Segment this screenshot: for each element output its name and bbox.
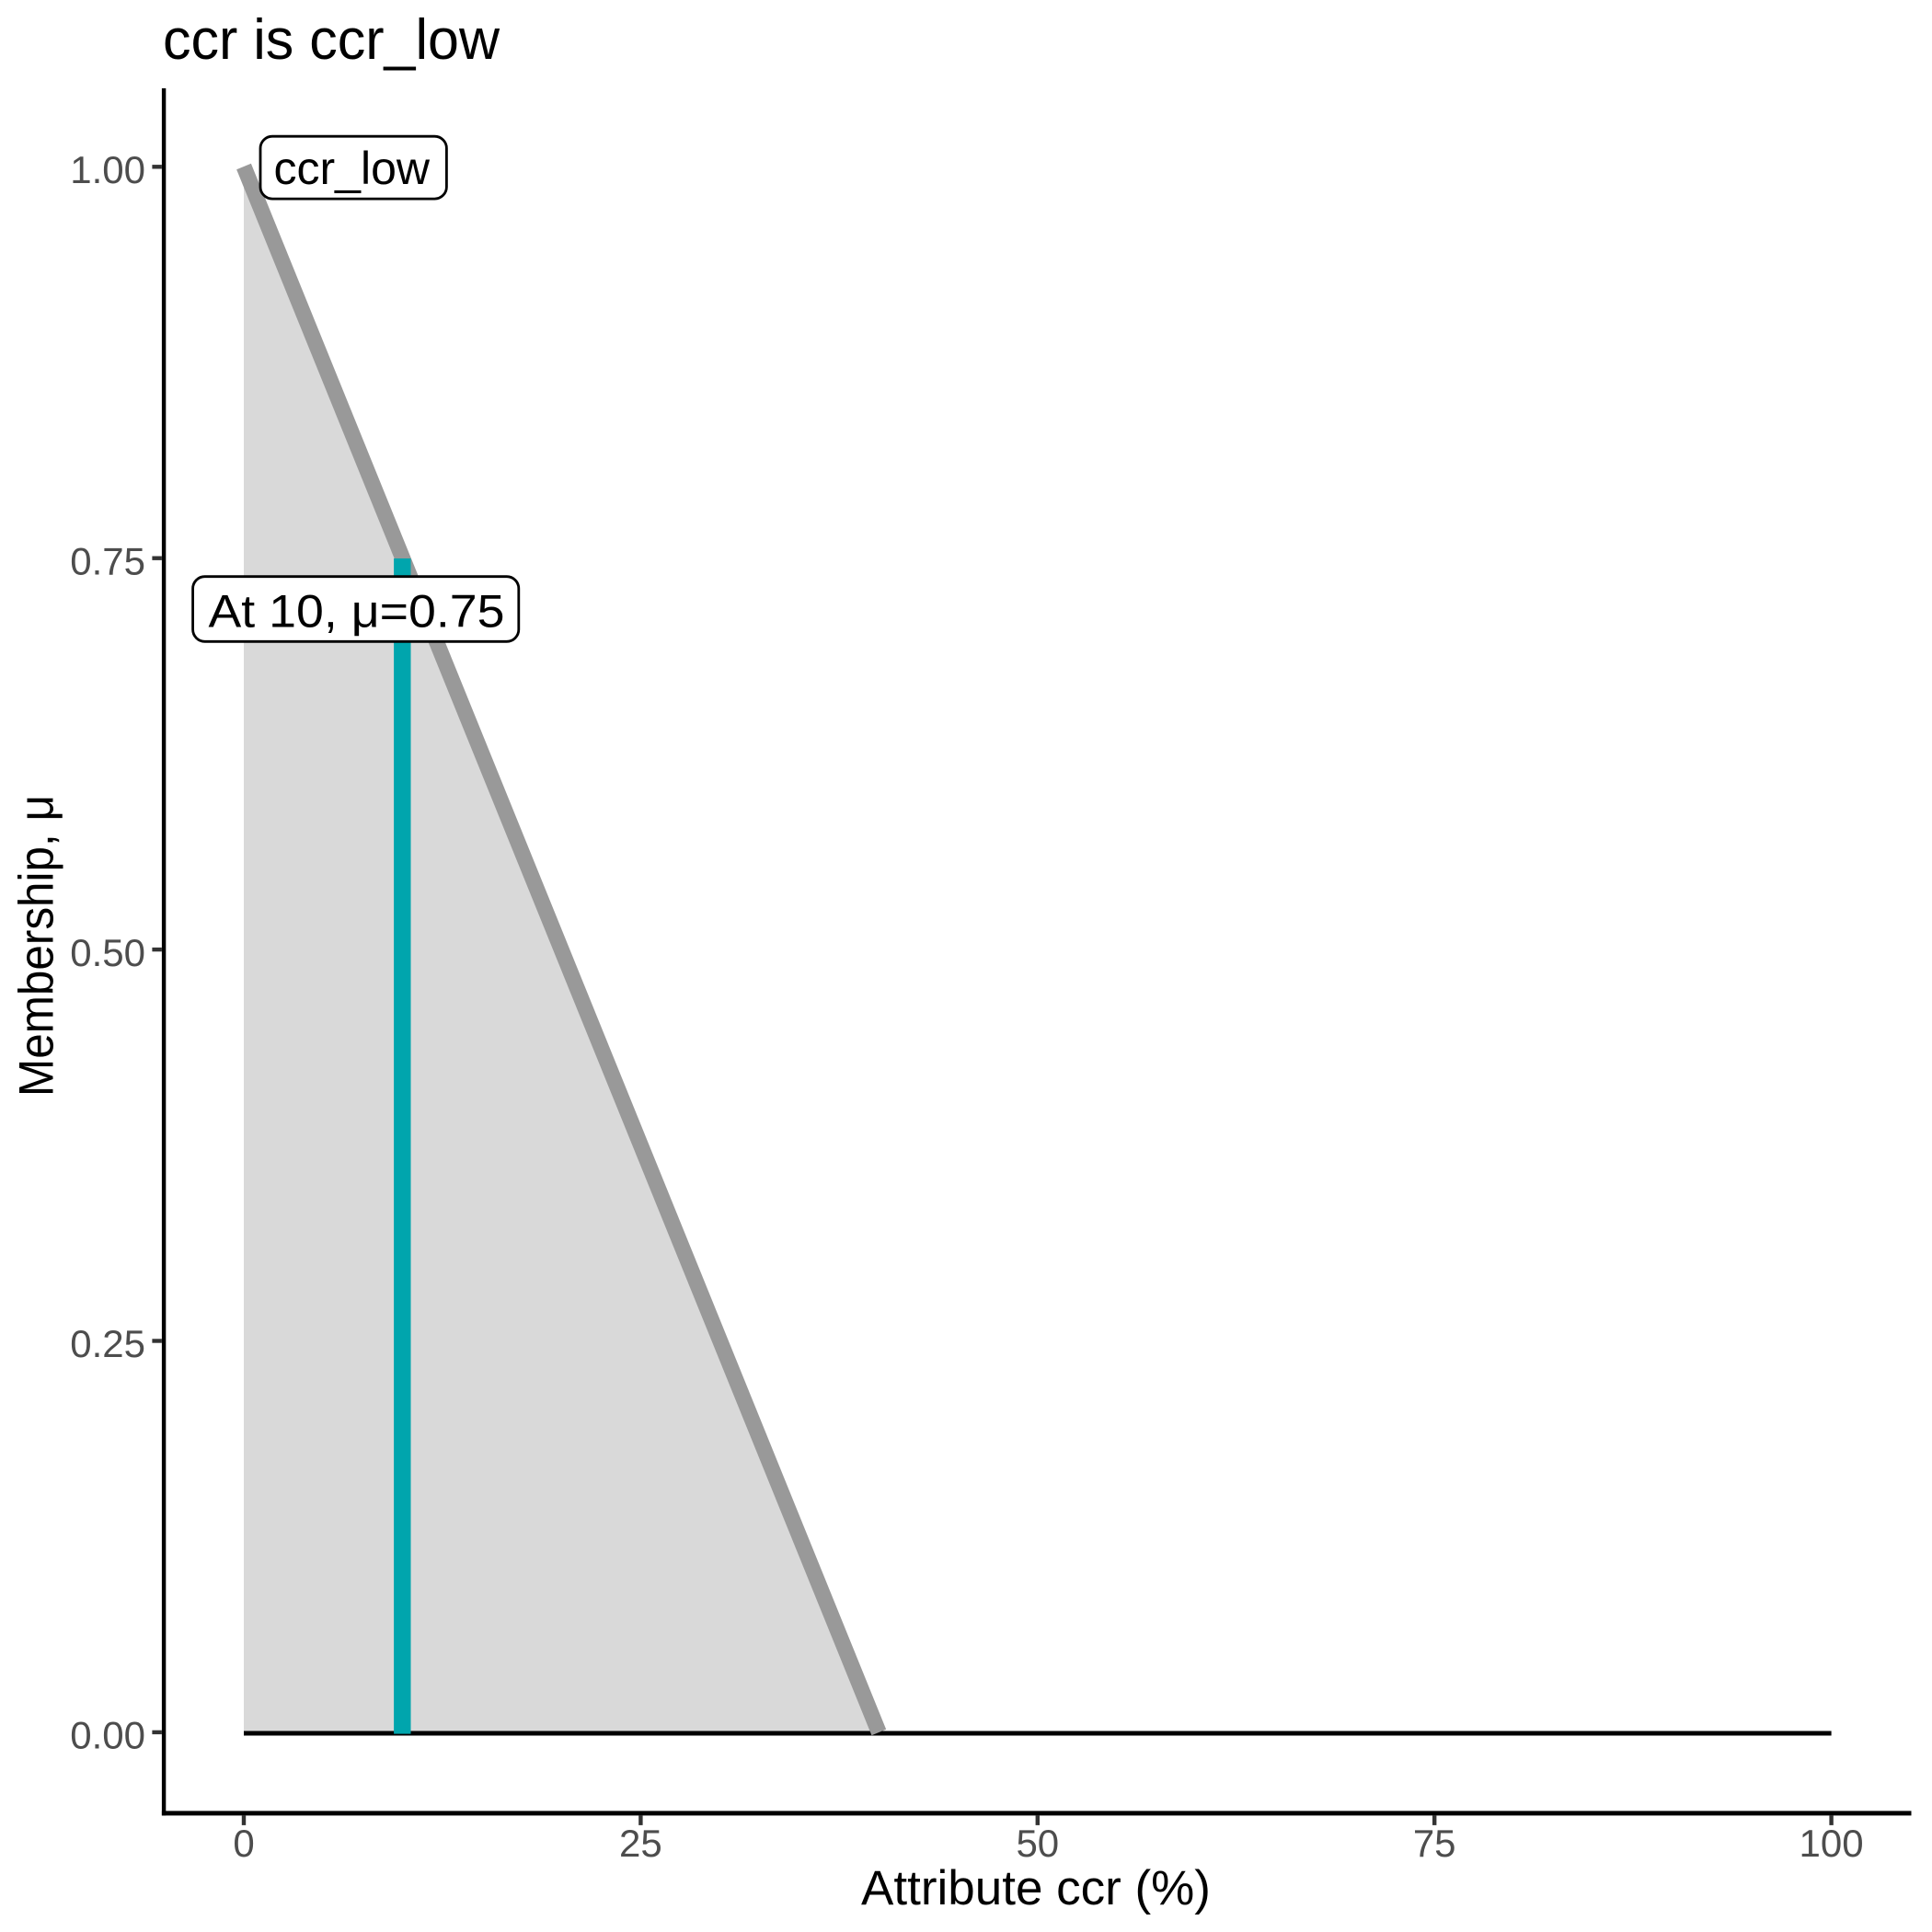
svg-text:Attribute ccr (%): Attribute ccr (%) (861, 1861, 1211, 1915)
svg-text:Membership, μ: Membership, μ (9, 795, 63, 1097)
svg-text:ccr_low: ccr_low (274, 143, 431, 194)
svg-text:At 10, μ=0.75: At 10, μ=0.75 (209, 586, 505, 638)
svg-text:0.75: 0.75 (70, 539, 145, 582)
svg-text:50: 50 (1016, 1822, 1059, 1865)
svg-text:75: 75 (1413, 1822, 1456, 1865)
svg-text:0.25: 0.25 (70, 1322, 145, 1365)
svg-text:100: 100 (1800, 1822, 1864, 1865)
svg-text:1.00: 1.00 (70, 148, 145, 191)
svg-text:0: 0 (233, 1822, 254, 1865)
svg-text:25: 25 (619, 1822, 662, 1865)
svg-text:0.50: 0.50 (70, 931, 145, 974)
svg-text:0.00: 0.00 (70, 1714, 145, 1757)
svg-text:ccr is ccr_low: ccr is ccr_low (163, 8, 500, 72)
